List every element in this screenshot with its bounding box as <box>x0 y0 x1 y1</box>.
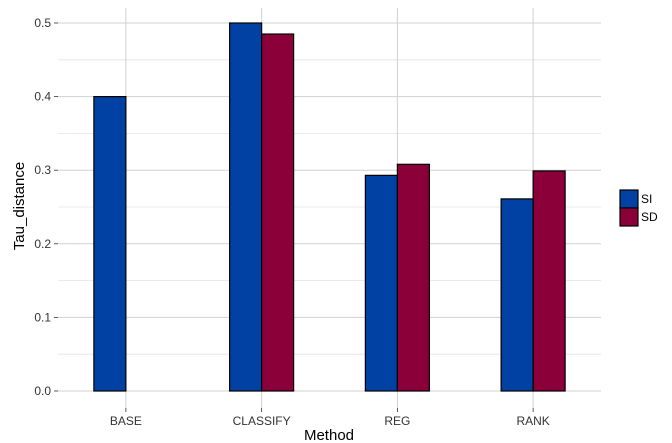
x-tick-label: RANK <box>516 414 549 428</box>
legend: SI SD <box>619 189 658 227</box>
axes: 0.0 0.1 0.2 0.3 0.4 0.5 BASE CLASSIFY REG RANK <box>34 16 549 428</box>
bar-si-base <box>93 95 127 392</box>
bar-sd-rank <box>532 170 566 392</box>
bar-si-classify <box>229 22 263 392</box>
bar-sd-reg <box>396 163 430 392</box>
x-tick-label: CLASSIFY <box>233 414 291 428</box>
y-tick-label: 0.3 <box>34 163 51 177</box>
legend-swatch-sd <box>619 207 639 227</box>
x-axis-title: Method <box>304 427 354 443</box>
x-tick-label: BASE <box>110 414 142 428</box>
y-tick-label: 0.2 <box>34 237 51 251</box>
y-tick-label: 0.5 <box>34 16 51 30</box>
y-tick-label: 0.0 <box>34 384 51 398</box>
x-tick-label: REG <box>384 414 410 428</box>
legend-label-sd: SD <box>641 210 658 224</box>
y-tick-label: 0.1 <box>34 310 51 324</box>
legend-label-si: SI <box>641 192 652 206</box>
bars <box>93 22 566 392</box>
bar-si-rank <box>500 198 534 392</box>
legend-swatch-si <box>619 189 639 209</box>
bar-si-reg <box>364 174 398 392</box>
bar-sd-classify <box>261 33 295 392</box>
y-axis-title: Tau_distance <box>11 162 28 250</box>
y-tick-label: 0.4 <box>34 90 51 104</box>
